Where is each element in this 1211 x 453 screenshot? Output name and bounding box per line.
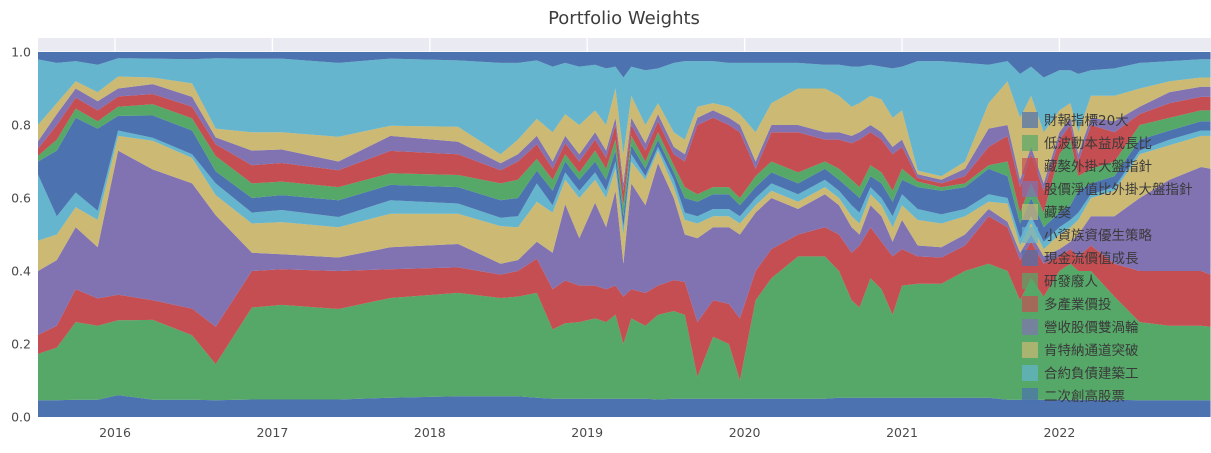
legend-swatch [1022, 227, 1038, 243]
legend-swatch [1022, 112, 1038, 128]
legend-item: 財報指標20大 [1022, 112, 1129, 129]
legend-item: 二次創高股票 [1022, 388, 1125, 405]
x-tick-label: 2018 [414, 425, 446, 440]
legend-label: 肯特納通道突破 [1044, 343, 1139, 359]
series-band-3 [38, 216, 1211, 381]
series-band-5 [38, 135, 1211, 271]
legend-swatch [1022, 250, 1038, 266]
legend-label: 低波動本益成長比 [1044, 136, 1152, 152]
legend-swatch [1022, 319, 1038, 335]
chart-title: Portfolio Weights [548, 8, 700, 29]
series-band-10 [38, 84, 1211, 191]
legend-swatch [1022, 158, 1038, 174]
series-band-2 [38, 256, 1211, 401]
legend-swatch [1022, 388, 1038, 404]
axis-tick-labels: 0.0 0.2 0.4 0.6 0.8 1.0 2016 2017 2018 2019 2020 20… [11, 45, 1075, 441]
legend-item: 合約負債建築工 [1022, 365, 1139, 382]
legend-label: 合約負債建築工 [1044, 366, 1139, 382]
legend-label: 小資族資優生策略 [1044, 227, 1152, 244]
legend-item: 低波動本益成長比 [1022, 135, 1152, 152]
y-tick-label: 0.0 [11, 410, 31, 425]
x-tick-label: 2020 [729, 425, 761, 440]
legend-swatch [1022, 365, 1038, 381]
series-band-7 [38, 115, 1211, 242]
series-band-11 [38, 76, 1211, 184]
x-tick-label: 2021 [886, 425, 918, 440]
y-tick-label: 0.2 [11, 337, 31, 352]
legend-swatch [1022, 135, 1038, 151]
legend-swatch [1022, 204, 1038, 220]
legend-label: 營收股價雙渦輪 [1044, 319, 1139, 336]
y-tick-label: 0.6 [11, 191, 31, 206]
series-band-8 [38, 104, 1211, 228]
series-band-6 [38, 130, 1211, 250]
legend-item: 藏獒外掛大盤指針 [1022, 158, 1152, 175]
legend-item: 營收股價雙渦輪 [1022, 319, 1139, 336]
x-tick-label: 2016 [99, 425, 131, 440]
legend-label: 藏獒外掛大盤指針 [1044, 159, 1152, 175]
series-band-13 [38, 52, 1211, 78]
x-tick-label: 2019 [571, 425, 603, 440]
y-tick-label: 0.4 [11, 264, 31, 279]
legend-label: 股價淨值比外掛大盤指針 [1044, 182, 1193, 198]
legend-label: 多產業價投 [1044, 296, 1112, 313]
legend-label: 現金流價值成長 [1044, 251, 1139, 267]
legend: 財報指標20大低波動本益成長比藏獒外掛大盤指針股價淨值比外掛大盤指針藏獒小資族資… [1022, 112, 1193, 405]
stacked-area-layer [38, 52, 1211, 417]
legend-label: 財報指標20大 [1044, 113, 1129, 129]
legend-swatch [1022, 296, 1038, 312]
legend-item: 小資族資優生策略 [1022, 227, 1152, 244]
x-tick-label: 2017 [256, 425, 288, 440]
series-band-1 [38, 395, 1211, 417]
legend-item: 研發廢人 [1022, 273, 1098, 290]
y-tick-label: 0.8 [11, 118, 31, 133]
legend-item: 藏獒 [1022, 204, 1072, 221]
legend-item: 肯特納通道突破 [1022, 342, 1139, 359]
legend-label: 研發廢人 [1044, 274, 1098, 290]
series-band-12 [38, 58, 1211, 177]
legend-swatch [1022, 342, 1038, 358]
legend-item: 現金流價值成長 [1022, 250, 1139, 267]
legend-label: 藏獒 [1044, 205, 1072, 221]
y-tick-label: 1.0 [11, 45, 31, 60]
legend-item: 股價淨值比外掛大盤指針 [1022, 181, 1193, 198]
legend-label: 二次創高股票 [1044, 388, 1125, 405]
legend-swatch [1022, 273, 1038, 289]
legend-item: 多產業價投 [1022, 296, 1112, 313]
legend-swatch [1022, 181, 1038, 197]
x-tick-label: 2022 [1043, 425, 1075, 440]
series-band-9 [38, 94, 1211, 213]
